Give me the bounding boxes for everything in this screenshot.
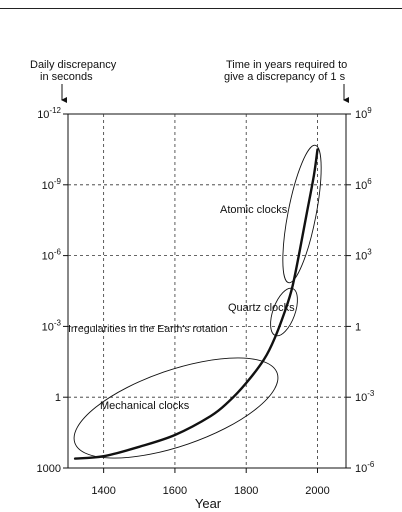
x-tick-label: 1600 (163, 485, 187, 497)
earth-rotation-label: Irregularities in the Earth's rotation (68, 323, 228, 335)
left-axis-title-line1: Daily discrepancy (30, 59, 117, 71)
grid-lines (68, 114, 346, 468)
left-tick-label: 10-12 (37, 106, 61, 121)
right-tick-label: 10-6 (355, 460, 375, 475)
quartz-clocks-label: Quartz clocks (228, 302, 295, 314)
right-tick-label: 109 (355, 106, 372, 121)
x-axis-ticks: 1400 1600 1800 2000 (91, 468, 330, 497)
top-rule (0, 8, 402, 9)
atomic-clocks-region (282, 144, 322, 284)
left-tick-label: 10-9 (42, 177, 62, 192)
x-axis-title: Year (195, 496, 222, 511)
left-axis-title-line2: in seconds (40, 71, 93, 83)
left-axis-ticks: 10-12 10-9 10-6 10-3 1 1000 (37, 106, 68, 475)
right-tick-label: 106 (355, 177, 372, 192)
left-tick-label: 1000 (37, 463, 61, 475)
right-axis-title-line1: Time in years required to (226, 59, 347, 71)
atomic-clocks-label: Atomic clocks (220, 204, 288, 216)
right-tick-label: 10-3 (355, 389, 375, 404)
accuracy-curve (73, 148, 319, 460)
right-tick-label: 103 (355, 248, 372, 263)
left-tick-label: 10-6 (42, 248, 62, 263)
mechanical-clocks-region (73, 357, 279, 459)
mechanical-clocks-label: Mechanical clocks (100, 400, 190, 412)
right-axis-ticks: 109 106 103 1 10-3 10-6 (346, 106, 375, 475)
left-tick-label: 1 (55, 392, 61, 404)
left-tick-label: 10-3 (42, 318, 62, 333)
right-tick-label: 1 (355, 321, 361, 333)
x-tick-label: 1400 (91, 485, 115, 497)
x-tick-label: 2000 (305, 485, 329, 497)
x-tick-label: 1800 (234, 485, 258, 497)
right-axis-title-line2: give a discrepancy of 1 s (224, 71, 346, 83)
